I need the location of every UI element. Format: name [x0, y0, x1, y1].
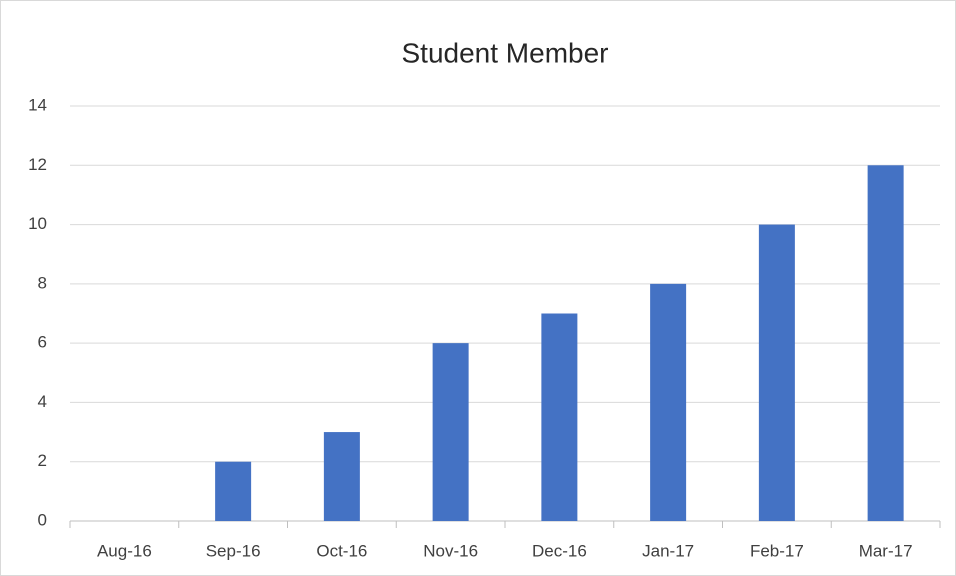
- y-tick-label: 6: [38, 333, 47, 352]
- x-tick-label: Aug-16: [97, 541, 152, 560]
- x-tick-label: Dec-16: [532, 541, 587, 560]
- x-tick-label: Oct-16: [316, 541, 367, 560]
- x-tick-label: Sep-16: [206, 541, 261, 560]
- y-tick-label: 12: [28, 155, 47, 174]
- x-tick-label: Jan-17: [642, 541, 694, 560]
- bar: [867, 165, 904, 522]
- chart-title: Student Member: [402, 37, 609, 68]
- bar: [432, 343, 469, 521]
- y-tick-label: 0: [38, 510, 47, 529]
- bar: [650, 283, 687, 521]
- x-tick-label: Mar-17: [859, 541, 913, 560]
- y-tick-label: 10: [28, 214, 47, 233]
- bar: [323, 432, 360, 521]
- bar: [541, 313, 578, 521]
- bar: [758, 224, 795, 522]
- y-tick-label: 14: [28, 95, 47, 114]
- y-tick-label: 2: [38, 451, 47, 470]
- x-tick-label: Feb-17: [750, 541, 804, 560]
- bar: [215, 461, 252, 521]
- y-tick-label: 8: [38, 273, 47, 292]
- y-tick-label: 4: [38, 392, 47, 411]
- x-tick-label: Nov-16: [423, 541, 478, 560]
